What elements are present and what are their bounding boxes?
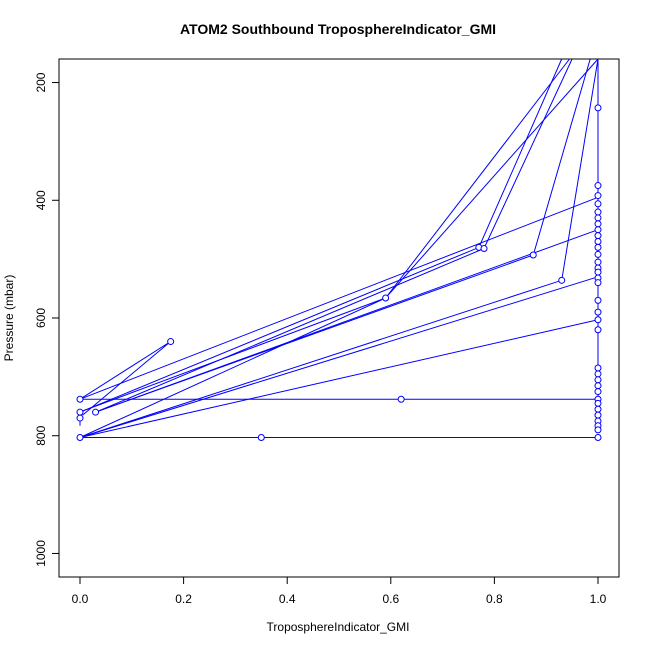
- y-tick-label: 1000: [34, 540, 48, 567]
- y-tick-label: 600: [34, 308, 48, 328]
- data-point: [594, 232, 602, 240]
- data-point: [594, 237, 602, 245]
- series-line: [79, 196, 599, 400]
- data-point: [382, 294, 390, 302]
- data-point: [594, 364, 602, 372]
- data-point: [594, 200, 602, 208]
- data-point: [594, 192, 602, 200]
- series-line: [79, 276, 599, 438]
- data-point: [76, 414, 84, 422]
- plot-area: [76, 58, 602, 441]
- data-point: [594, 268, 602, 276]
- data-point: [594, 411, 602, 419]
- x-tick-label: 0.2: [175, 592, 192, 606]
- series-line: [82, 58, 570, 412]
- y-tick-label: 400: [34, 190, 48, 210]
- data-point: [594, 405, 602, 413]
- x-tick-label: 1.0: [590, 592, 607, 606]
- data-point: [480, 245, 488, 253]
- data-point: [529, 251, 537, 259]
- plot-frame: [58, 58, 620, 578]
- data-point: [594, 279, 602, 287]
- y-axis: 200 400 600 800 1000: [34, 72, 60, 567]
- series-line: [79, 341, 171, 416]
- data-point: [594, 399, 602, 407]
- data-point: [594, 316, 602, 324]
- data-point: [594, 220, 602, 228]
- data-point: [594, 208, 602, 216]
- series-line: [79, 58, 599, 438]
- data-point: [594, 182, 602, 190]
- data-point: [594, 308, 602, 316]
- data-point: [594, 226, 602, 234]
- x-tick-label: 0.0: [72, 592, 89, 606]
- x-tick-label: 0.8: [486, 592, 503, 606]
- data-point: [594, 296, 602, 304]
- data-point: [594, 433, 602, 441]
- data-point: [76, 395, 84, 403]
- data-point: [558, 276, 566, 284]
- x-tick-label: 0.4: [279, 592, 296, 606]
- data-point: [594, 214, 602, 222]
- data-point: [397, 395, 405, 403]
- data-point: [594, 326, 602, 334]
- data-point: [594, 426, 602, 434]
- data-point: [76, 433, 84, 441]
- data-point: [594, 250, 602, 258]
- series-line: [79, 58, 599, 438]
- series-line: [79, 319, 599, 438]
- data-point: [594, 382, 602, 390]
- y-tick-label: 200: [34, 72, 48, 92]
- data-point: [167, 338, 175, 346]
- x-tick-label: 0.6: [382, 592, 399, 606]
- series-line: [95, 58, 591, 413]
- y-axis-label: Pressure (mbar): [2, 275, 16, 362]
- data-point: [594, 370, 602, 378]
- data-point: [92, 408, 100, 416]
- x-axis-label: TroposphereIndicator_GMI: [267, 620, 410, 634]
- x-axis: 0.0 0.2 0.4 0.6 0.8 1.0: [72, 576, 607, 606]
- data-point: [594, 258, 602, 266]
- y-tick-label: 800: [34, 425, 48, 445]
- chart-title: ATOM2 Southbound TroposphereIndicator_GM…: [180, 21, 496, 37]
- data-point: [594, 376, 602, 384]
- data-point: [594, 104, 602, 112]
- data-point: [257, 433, 265, 441]
- data-point: [594, 243, 602, 251]
- data-point: [594, 388, 602, 396]
- data-point: [76, 408, 84, 416]
